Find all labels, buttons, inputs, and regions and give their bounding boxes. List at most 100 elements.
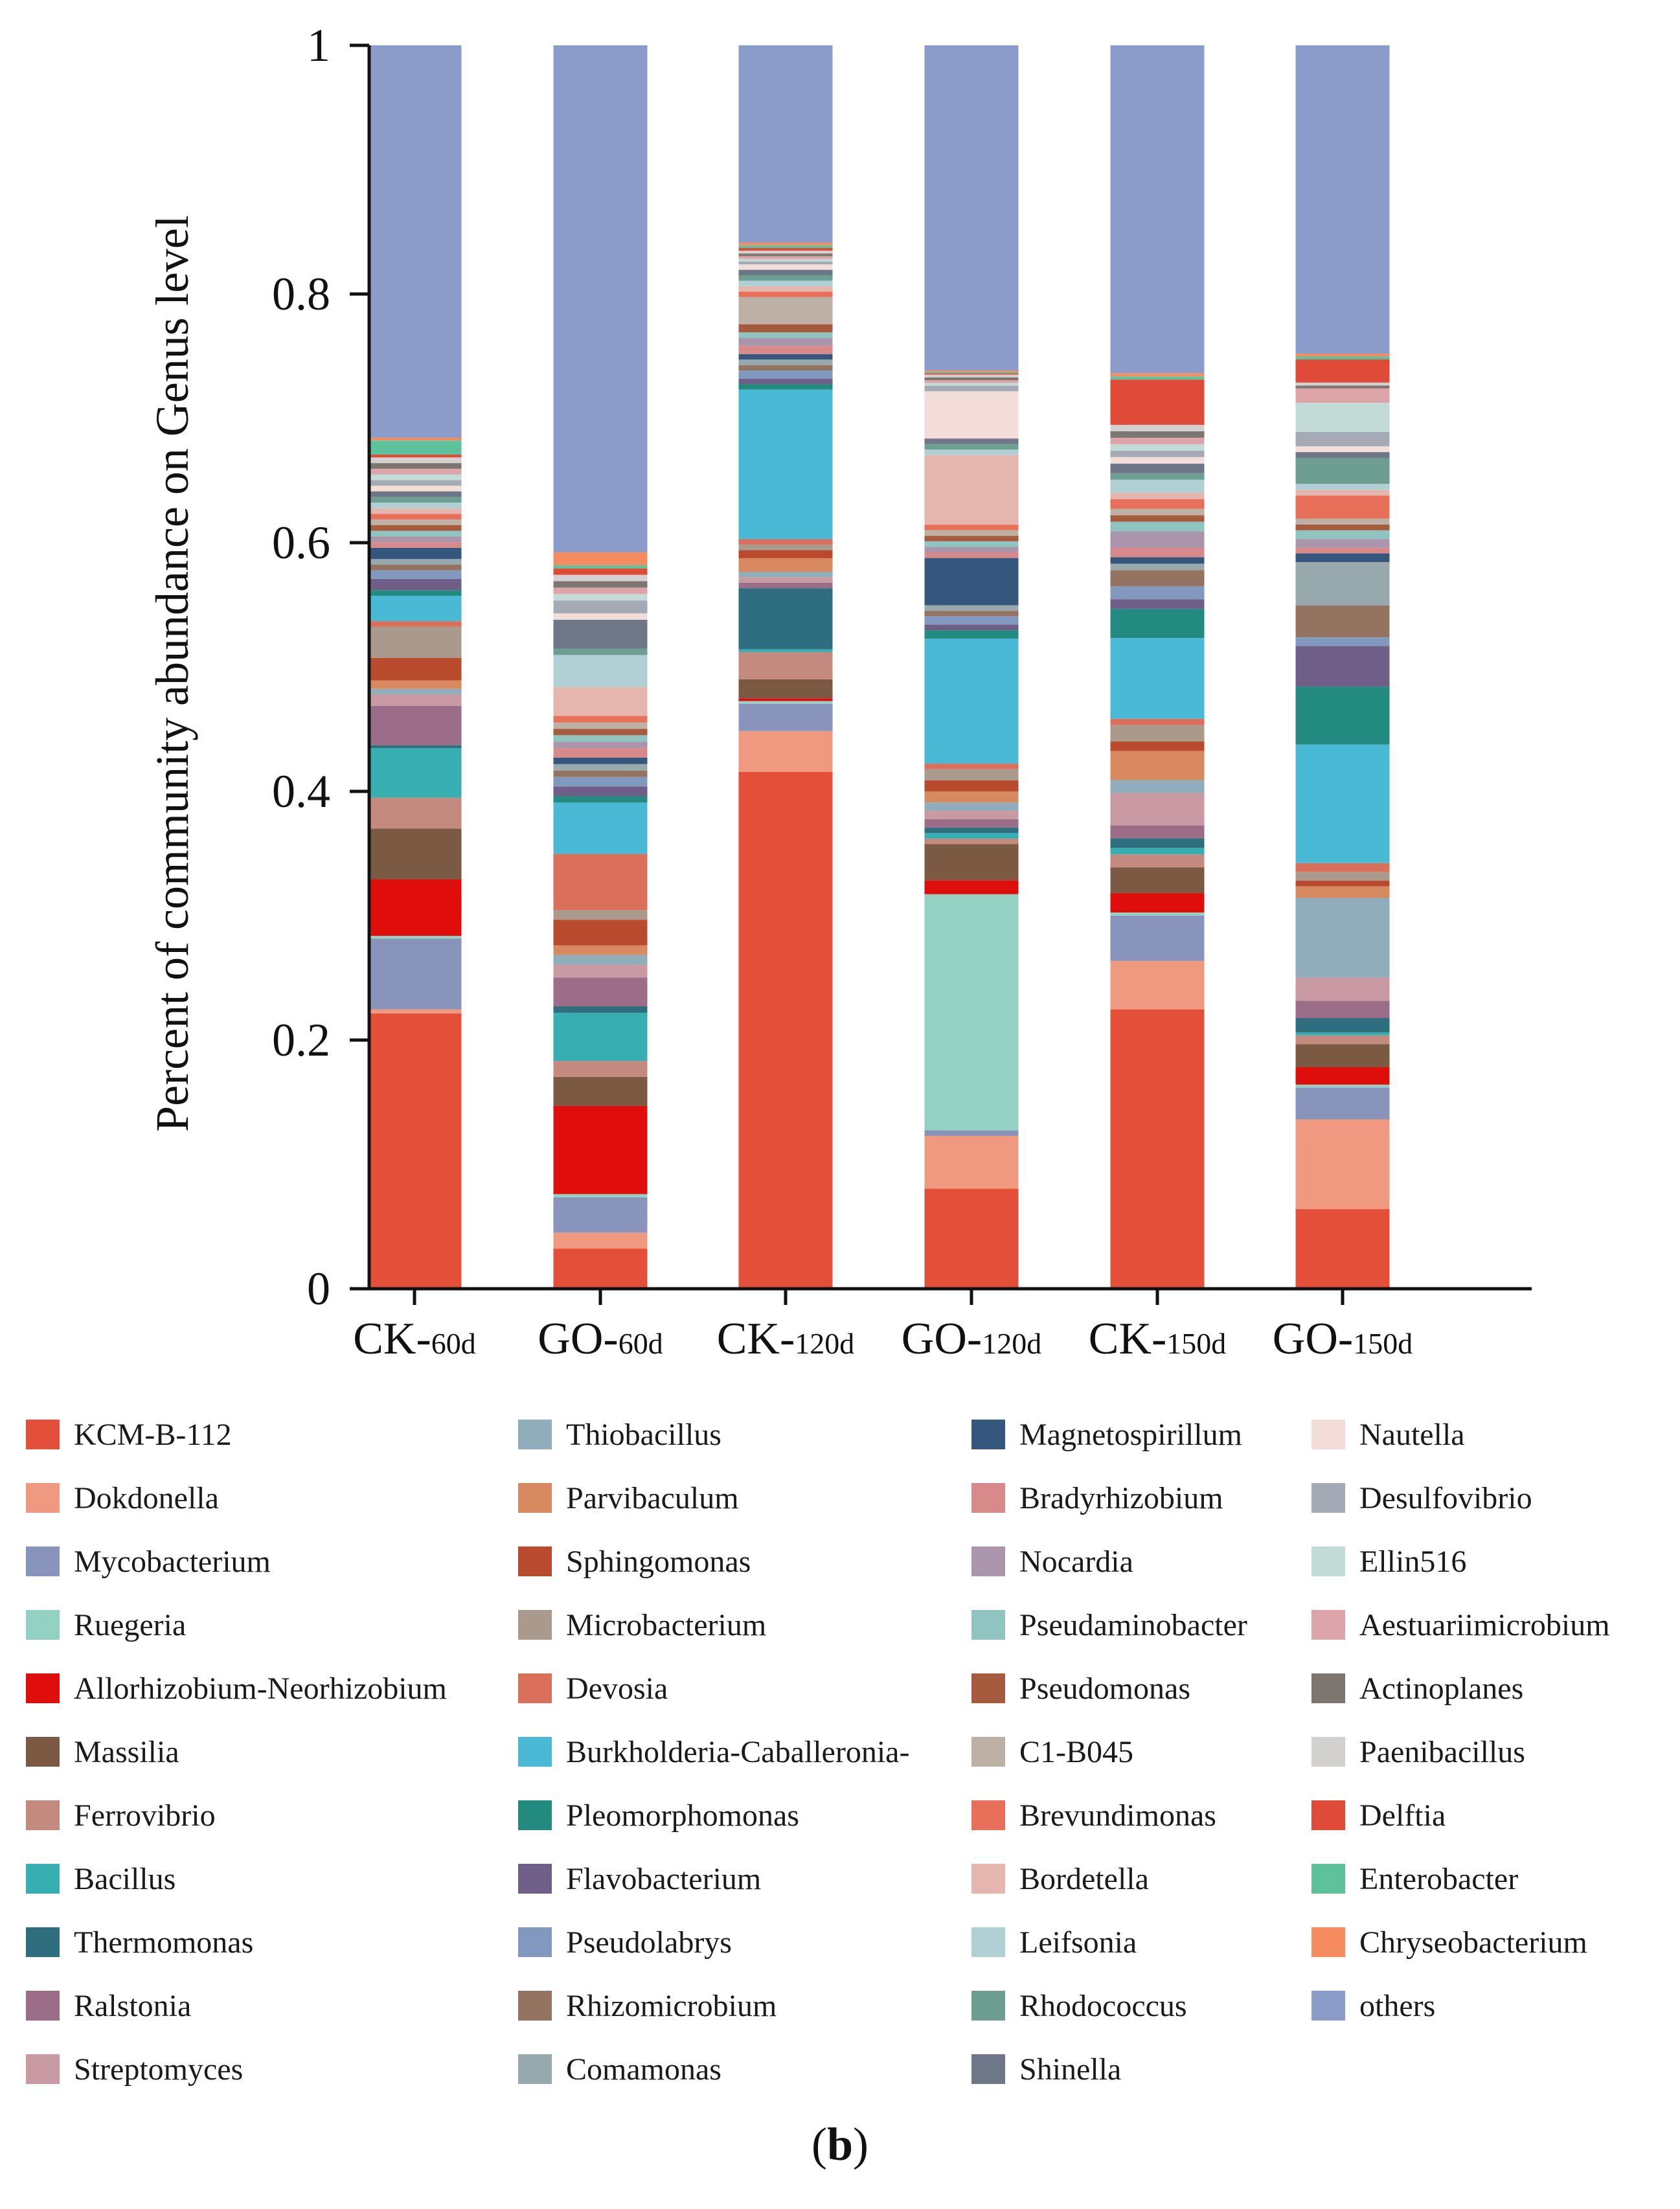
bar-segment-ck120d-2 <box>738 703 833 731</box>
legend-item: Bordetella <box>971 1859 1149 1898</box>
legend-swatch <box>26 1991 60 2021</box>
bar-segment-ck120d-24 <box>738 337 833 346</box>
bar-segment-ck120d-18 <box>738 378 833 385</box>
bar-segment-ck60d-7 <box>367 748 462 798</box>
y-tick-label: 0.2 <box>272 1014 330 1066</box>
bar-segment-go150d-29 <box>1295 490 1390 496</box>
bar-segment-go120d-14 <box>924 769 1019 780</box>
bar-segment-go60d-16 <box>553 802 648 854</box>
legend-label: Comamonas <box>566 2052 721 2087</box>
bar-segment-ck150d-28 <box>1110 499 1205 509</box>
bar-segment-ck150d-16 <box>1110 638 1205 719</box>
bar-segment-go120d-27 <box>924 530 1019 536</box>
bar-segment-go150d-18 <box>1295 646 1390 687</box>
bar-segment-ck120d-30 <box>738 280 833 286</box>
bar-segment-ck150d-32 <box>1110 463 1205 473</box>
legend-item: Massilia <box>26 1732 179 1771</box>
stacked-bar-chart: Percent of community abundance on Genus … <box>146 19 1532 1364</box>
bar-segment-go120d-33 <box>924 391 1019 439</box>
legend-label: Thermomonas <box>74 1925 254 1960</box>
legend-item: Chryseobacterium <box>1311 1923 1587 1962</box>
bar-segment-ck120d-19 <box>738 370 833 379</box>
bar-segment-ck60d-37 <box>367 463 462 469</box>
bar-segment-go150d-28 <box>1295 495 1390 519</box>
bar-segment-go150d-20 <box>1295 606 1390 638</box>
bar-segment-ck60d-22 <box>367 547 462 560</box>
bar-segment-ck120d-16 <box>738 389 833 539</box>
bar-segment-go150d-32 <box>1295 452 1390 459</box>
bar-segment-go60d-14 <box>553 910 648 920</box>
legend-item: Microbacterium <box>518 1605 766 1644</box>
bar-segment-go60d-3 <box>553 1194 648 1197</box>
bar-segment-go150d-11 <box>1295 898 1390 978</box>
bar-segment-ck150d-20 <box>1110 570 1205 587</box>
legend-item: Nocardia <box>971 1542 1133 1581</box>
bar-segment-go60d-41 <box>553 552 648 565</box>
bar-segment-go150d-42 <box>1295 45 1390 354</box>
bar-segment-go150d-0 <box>1295 1209 1390 1289</box>
x-tick-label-main: GO- <box>902 1314 982 1364</box>
bar-segment-go60d-2 <box>553 1197 648 1233</box>
bar-segment-go120d-8 <box>924 827 1019 833</box>
bar-segment-ck120d-21 <box>738 359 833 365</box>
bar-segment-ck120d-28 <box>738 291 833 297</box>
legend-item: Bacillus <box>26 1859 176 1898</box>
bar-segment-ck120d-14 <box>738 544 833 550</box>
legend-item: Delftia <box>1311 1796 1446 1835</box>
bar-segment-ck120d-38 <box>738 251 833 254</box>
legend-label: Leifsonia <box>1019 1925 1137 1960</box>
bar-segment-ck150d-5 <box>1110 867 1205 894</box>
legend-item: Shinella <box>971 2050 1121 2089</box>
legend-swatch <box>518 1673 552 1703</box>
legend-item: Flavobacterium <box>518 1859 761 1898</box>
bar-segment-ck150d-35 <box>1110 444 1205 451</box>
legend-item: Pseudomonas <box>971 1669 1190 1708</box>
bar-segment-go60d-18 <box>553 786 648 797</box>
bar-segment-go150d-19 <box>1295 637 1390 646</box>
legend-label: Desulfovibrio <box>1359 1480 1532 1515</box>
bar-segment-ck150d-26 <box>1110 515 1205 522</box>
legend-label: Chryseobacterium <box>1359 1925 1587 1960</box>
legend-swatch <box>518 1927 552 1957</box>
bar-segment-go60d-20 <box>553 770 648 777</box>
bar-segment-ck60d-33 <box>367 485 462 492</box>
bar-segment-ck120d-20 <box>738 365 833 371</box>
bar-segment-go120d-6 <box>924 838 1019 844</box>
bar-segment-ck60d-16 <box>367 595 462 622</box>
bar-segment-go120d-31 <box>924 444 1019 450</box>
bar-segment-ck120d-26 <box>738 324 833 333</box>
bar-segment-ck60d-10 <box>367 694 462 706</box>
legend-item: Desulfovibrio <box>1311 1478 1532 1517</box>
bar-segment-go60d-32 <box>553 619 648 649</box>
legend-swatch <box>26 1737 60 1767</box>
bar-segment-ck120d-3 <box>738 701 833 704</box>
bar-segment-go150d-17 <box>1295 686 1390 745</box>
bar-segment-go150d-36 <box>1295 388 1390 403</box>
bar-segment-ck120d-23 <box>738 346 833 354</box>
legend-label: Flavobacterium <box>566 1861 762 1896</box>
bar-segment-go150d-4 <box>1295 1067 1390 1085</box>
bar-segment-ck120d-0 <box>738 771 833 1289</box>
legend-swatch <box>26 1864 60 1894</box>
bar-segment-go150d-13 <box>1295 880 1390 887</box>
bar-segment-ck60d-0 <box>367 1014 462 1289</box>
bar-segment-ck60d-15 <box>367 621 462 627</box>
legend-label: Burkholderia-Caballeronia- <box>566 1734 910 1769</box>
bar-segment-ck150d-12 <box>1110 751 1205 780</box>
bar-segment-ck60d-11 <box>367 688 462 695</box>
legend-item: Ferrovibrio <box>26 1796 216 1835</box>
bar-segment-go120d-12 <box>924 791 1019 803</box>
bar-segment-go120d-28 <box>924 525 1019 530</box>
bar-segment-go120d-37 <box>924 377 1019 381</box>
bar-segment-go60d-0 <box>553 1249 648 1289</box>
bar-segment-go150d-31 <box>1295 458 1390 484</box>
bar-segment-go150d-26 <box>1295 524 1390 530</box>
legend-swatch <box>518 1800 552 1830</box>
legend-swatch <box>971 1420 1005 1449</box>
bar-segment-ck120d-41 <box>738 242 833 245</box>
bar-segment-go120d-1 <box>924 1136 1019 1189</box>
legend-item: C1-B045 <box>971 1732 1133 1771</box>
legend-label: Bacillus <box>74 1861 176 1896</box>
bar-segment-go120d-21 <box>924 605 1019 611</box>
legend-item: Pleomorphomonas <box>518 1796 799 1835</box>
